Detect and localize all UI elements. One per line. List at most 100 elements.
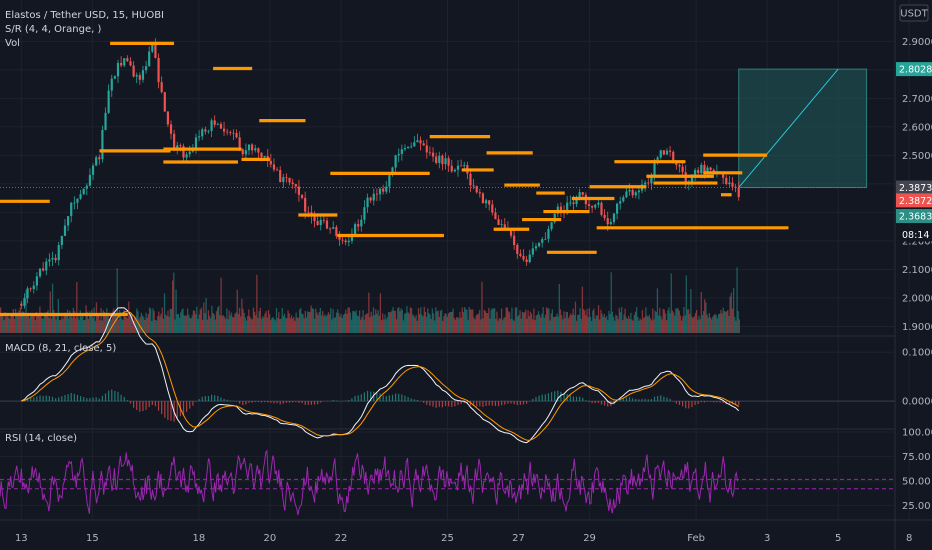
candle-body[interactable] [29,288,32,290]
candle-body[interactable] [637,190,641,193]
candle-body[interactable] [269,160,272,165]
candle-body[interactable] [456,165,460,170]
candle-body[interactable] [397,153,400,156]
candle-body[interactable] [304,197,307,212]
candle-body[interactable] [453,169,456,172]
candle-body[interactable] [291,182,294,184]
candle-body[interactable] [413,142,416,147]
candle-body[interactable] [460,165,463,167]
candle-body[interactable] [300,194,304,198]
candle-body[interactable] [559,206,563,211]
candle-body[interactable] [509,229,513,236]
candle-body[interactable] [481,193,485,204]
candle-body[interactable] [428,152,432,154]
candle-body[interactable] [251,144,254,151]
candle-body[interactable] [600,202,603,215]
candle-body[interactable] [709,167,712,170]
candle-body[interactable] [703,164,706,172]
candle-body[interactable] [662,150,665,155]
candle-body[interactable] [38,268,42,277]
candle-body[interactable] [82,188,85,195]
candle-body[interactable] [254,148,257,151]
candle-body[interactable] [79,194,82,199]
candle-body[interactable] [450,165,453,172]
candle-body[interactable] [144,66,148,71]
candle-body[interactable] [350,233,354,241]
candle-body[interactable] [422,143,425,146]
candle-body[interactable] [672,151,675,162]
candle-body[interactable] [681,166,684,173]
candle-body[interactable] [722,174,725,178]
candle-body[interactable] [360,219,363,227]
candle-body[interactable] [634,192,637,196]
candle-body[interactable] [325,220,329,229]
candle-body[interactable] [176,145,179,150]
candle-body[interactable] [23,298,26,306]
candle-body[interactable] [357,224,360,227]
candle-body[interactable] [76,198,79,203]
candle-body[interactable] [522,255,525,260]
candle-body[interactable] [279,170,282,183]
candle-body[interactable] [244,150,247,155]
candle-body[interactable] [101,129,104,160]
candle-body[interactable] [335,227,338,236]
candle-body[interactable] [650,177,653,184]
candle-body[interactable] [353,224,357,234]
candle-body[interactable] [697,170,700,174]
candle-body[interactable] [525,259,528,263]
candle-body[interactable] [313,216,316,222]
candle-body[interactable] [194,137,198,151]
candle-body[interactable] [198,136,201,138]
candle-body[interactable] [410,146,413,148]
candle-body[interactable] [603,214,606,219]
candle-body[interactable] [51,257,54,260]
candle-body[interactable] [207,130,210,132]
candle-body[interactable] [135,75,138,77]
candle-body[interactable] [690,176,694,183]
candle-body[interactable] [581,192,584,195]
candle-body[interactable] [463,165,466,166]
candle-body[interactable] [272,164,276,170]
candle-body[interactable] [578,192,581,198]
candle-body[interactable] [575,197,578,205]
candle-body[interactable] [644,182,647,185]
candle-body[interactable] [622,197,625,202]
candle-body[interactable] [67,216,70,226]
candle-body[interactable] [141,70,145,80]
candle-body[interactable] [587,204,591,206]
currency-button[interactable]: USDT [899,4,929,22]
candle-body[interactable] [116,62,120,77]
candle-body[interactable] [615,203,619,214]
candle-body[interactable] [232,132,235,134]
candle-body[interactable] [488,200,491,205]
candle-body[interactable] [88,174,92,186]
candle-body[interactable] [528,254,531,263]
macd-indicator-label[interactable]: MACD (8, 21, close, 5) [5,343,116,354]
candle-body[interactable] [169,124,173,134]
candle-body[interactable] [385,186,388,192]
candle-body[interactable] [160,82,163,93]
candle-body[interactable] [431,152,435,157]
candle-body[interactable] [472,185,475,187]
candle-body[interactable] [553,213,556,223]
candle-body[interactable] [628,189,631,192]
candle-body[interactable] [497,219,500,226]
candle-body[interactable] [566,202,569,214]
candle-body[interactable] [85,185,88,189]
candle-body[interactable] [547,228,550,239]
candle-body[interactable] [435,156,438,163]
candle-body[interactable] [185,154,188,158]
candle-body[interactable] [57,244,60,261]
candle-body[interactable] [538,242,541,247]
candle-body[interactable] [500,224,503,226]
candle-body[interactable] [612,213,616,223]
candle-body[interactable] [700,164,703,174]
candle-body[interactable] [569,202,572,204]
candle-body[interactable] [669,150,672,152]
rsi-indicator-label[interactable]: RSI (14, close) [5,433,77,444]
candle-body[interactable] [531,248,534,255]
candle-body[interactable] [138,75,141,80]
candle-body[interactable] [338,235,341,240]
candle-body[interactable] [132,65,135,77]
